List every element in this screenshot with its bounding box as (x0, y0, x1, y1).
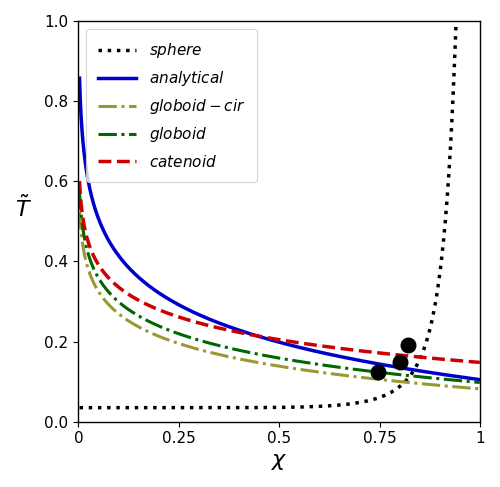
$\it{catenoid}$ (230, 328, 236, 334)
$\it{sphere}$ (76, 405, 82, 411)
$\it{sphere}$ (477, 0, 483, 4)
$\it{globoid}-\it{cir}$ (122, 316, 128, 321)
$\it{sphere}$ (454, 0, 460, 4)
$\it{globoid}-\it{cir}$ (230, 355, 236, 360)
Line: $\it{sphere}$: $\it{sphere}$ (80, 1, 480, 408)
$\it{sphere}$ (426, 330, 432, 336)
$\it{analytical}$ (477, 377, 483, 383)
$\it{analytical}$ (76, 75, 82, 81)
$\it{sphere}$ (469, 0, 475, 4)
$\it{catenoid}$ (248, 332, 254, 337)
Line: $\it{globoid}$: $\it{globoid}$ (80, 192, 480, 382)
$\it{catenoid}$ (469, 359, 475, 365)
$\it{analytical}$ (248, 331, 254, 337)
$\it{analytical}$ (122, 261, 128, 267)
Legend: $\it{sphere}$, $\it{analytical}$, $\it{globoid}-\it{cir}$, $\it{globoid}$, $\it{: $\it{sphere}$, $\it{analytical}$, $\it{g… (86, 29, 258, 182)
$\it{sphere}$ (248, 405, 254, 411)
$\it{globoid}$ (122, 304, 128, 310)
$\it{globoid}-\it{cir}$ (146, 329, 152, 335)
$\it{globoid}-\it{cir}$ (469, 385, 475, 391)
$\it{catenoid}$ (146, 302, 152, 308)
X-axis label: $\chi$: $\chi$ (271, 452, 287, 472)
Y-axis label: $\tilde{T}$: $\tilde{T}$ (15, 195, 32, 222)
$\it{globoid}-\it{cir}$ (477, 386, 483, 392)
$\it{analytical}$ (146, 283, 152, 289)
$\it{catenoid}$ (122, 289, 128, 295)
$\it{globoid}-\it{cir}$ (426, 381, 432, 387)
$\it{globoid}$ (469, 379, 475, 385)
Point (404, 341, 412, 349)
$\it{analytical}$ (469, 375, 475, 381)
$\it{globoid}$ (248, 350, 254, 356)
$\it{globoid}$ (146, 318, 152, 324)
Point (396, 358, 404, 366)
$\it{globoid}$ (477, 379, 483, 385)
$\it{sphere}$ (146, 405, 152, 411)
Line: $\it{catenoid}$: $\it{catenoid}$ (80, 181, 480, 362)
$\it{analytical}$ (426, 369, 432, 375)
$\it{catenoid}$ (426, 355, 432, 361)
$\it{globoid}-\it{cir}$ (76, 208, 82, 214)
$\it{globoid}$ (426, 375, 432, 381)
Point (374, 369, 382, 376)
$\it{analytical}$ (230, 325, 236, 331)
$\it{sphere}$ (230, 405, 236, 411)
$\it{catenoid}$ (76, 178, 82, 184)
$\it{sphere}$ (122, 405, 128, 411)
$\it{globoid}$ (76, 189, 82, 195)
$\it{globoid}$ (230, 346, 236, 352)
Line: $\it{globoid}-\it{cir}$: $\it{globoid}-\it{cir}$ (80, 211, 480, 389)
$\it{catenoid}$ (477, 359, 483, 365)
$\it{globoid}-\it{cir}$ (248, 358, 254, 364)
Line: $\it{analytical}$: $\it{analytical}$ (80, 78, 480, 380)
